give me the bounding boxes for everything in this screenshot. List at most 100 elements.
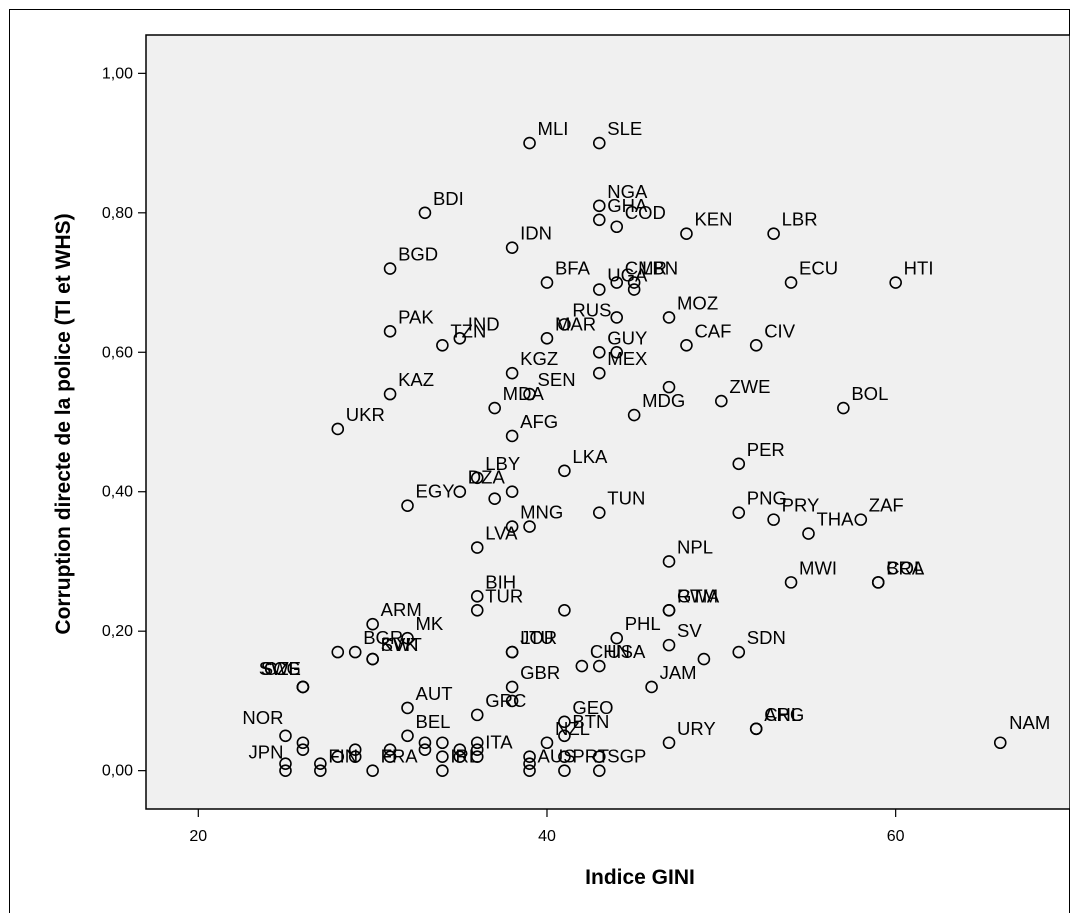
data-point (697, 652, 711, 666)
point-label: BOL (851, 383, 888, 404)
data-point (505, 429, 519, 443)
data-point (383, 262, 397, 275)
point-label: GRC (485, 690, 526, 711)
point-label: MNG (520, 502, 563, 523)
data-point (592, 750, 606, 764)
data-point (871, 576, 885, 589)
data-point (314, 764, 327, 777)
point-label: JAM (660, 662, 697, 683)
data-point (558, 750, 571, 764)
data-point (470, 736, 484, 750)
point-label: PHL (625, 613, 661, 634)
data-point (540, 332, 554, 345)
point-label: PAK (398, 306, 434, 327)
point-label: MEX (607, 348, 647, 369)
point-label: IDN (520, 223, 552, 244)
point-label: FIN (328, 746, 358, 767)
point-label: DZA (468, 467, 506, 488)
point-label: KWT (381, 634, 422, 655)
data-point (627, 283, 641, 296)
data-point (505, 694, 519, 708)
data-point (331, 645, 345, 659)
data-point (610, 220, 624, 234)
data-point (662, 311, 676, 324)
point-label: PER (747, 439, 785, 460)
data-point (662, 603, 676, 617)
point-label: URY (677, 718, 716, 739)
point-label: ZAF (869, 495, 904, 516)
point-label: GTM (677, 585, 718, 606)
data-point (488, 401, 501, 415)
data-point (592, 345, 606, 359)
point-label: SLE (607, 118, 642, 139)
data-point (749, 722, 763, 736)
data-point (837, 401, 850, 415)
point-label: MOZ (677, 292, 718, 313)
data-point (505, 645, 519, 659)
data-point (505, 366, 519, 380)
data-point (540, 736, 554, 750)
data-point (732, 506, 746, 519)
data-point (558, 318, 571, 331)
point-label: ARG (764, 704, 804, 725)
data-point (523, 520, 536, 533)
data-point (470, 750, 484, 764)
data-point (505, 520, 519, 533)
data-point (523, 757, 536, 770)
data-point (314, 757, 327, 770)
data-point (523, 750, 536, 764)
point-label: MDG (642, 390, 685, 411)
data-point (662, 555, 676, 568)
data-point (401, 729, 414, 743)
data-point (505, 485, 519, 499)
data-point (610, 311, 624, 324)
data-point (488, 492, 501, 506)
data-point (802, 527, 815, 540)
point-label: CHN (590, 641, 630, 662)
point-label: RWA (677, 585, 720, 606)
plot-area (145, 34, 1070, 810)
point-label: JOR (520, 627, 557, 648)
data-point (436, 338, 449, 352)
data-point (592, 506, 606, 519)
data-point (401, 701, 414, 715)
data-point (592, 136, 606, 150)
point-label: KGZ (520, 348, 558, 369)
data-point (558, 764, 571, 777)
data-point (505, 241, 519, 254)
data-point (348, 750, 362, 764)
data-point (575, 659, 589, 673)
data-point (662, 736, 676, 750)
point-label: SDN (747, 627, 786, 648)
data-point (662, 380, 676, 394)
point-label: ARM (381, 599, 422, 620)
point-label: CHL (764, 704, 801, 725)
point-label: CMR (625, 258, 667, 279)
point-label: UGA (607, 265, 648, 286)
data-point (366, 617, 379, 631)
data-point (401, 499, 414, 512)
data-point (645, 680, 658, 694)
data-point (610, 345, 624, 359)
data-point (401, 631, 414, 645)
point-label: GBR (520, 662, 560, 683)
point-label: PRY (782, 495, 820, 516)
data-point (592, 764, 606, 777)
data-point (592, 199, 606, 213)
x-tick-label: 60 (887, 828, 905, 845)
point-label: SVK (381, 634, 419, 655)
point-label: BDI (433, 188, 464, 209)
point-label: NAM (1009, 712, 1050, 733)
point-label: LBN (642, 258, 678, 279)
data-point (331, 422, 345, 436)
point-label: AUT (416, 683, 453, 704)
point-label: KEN (694, 209, 732, 230)
point-label: COL (886, 557, 924, 578)
y-tick-label: 1,00 (102, 65, 133, 82)
point-label: BFA (555, 258, 591, 279)
point-label: ITA (485, 732, 513, 753)
x-axis: 20 40 60 (189, 809, 905, 845)
point-label: JPN (249, 742, 284, 763)
data-point (470, 603, 484, 617)
